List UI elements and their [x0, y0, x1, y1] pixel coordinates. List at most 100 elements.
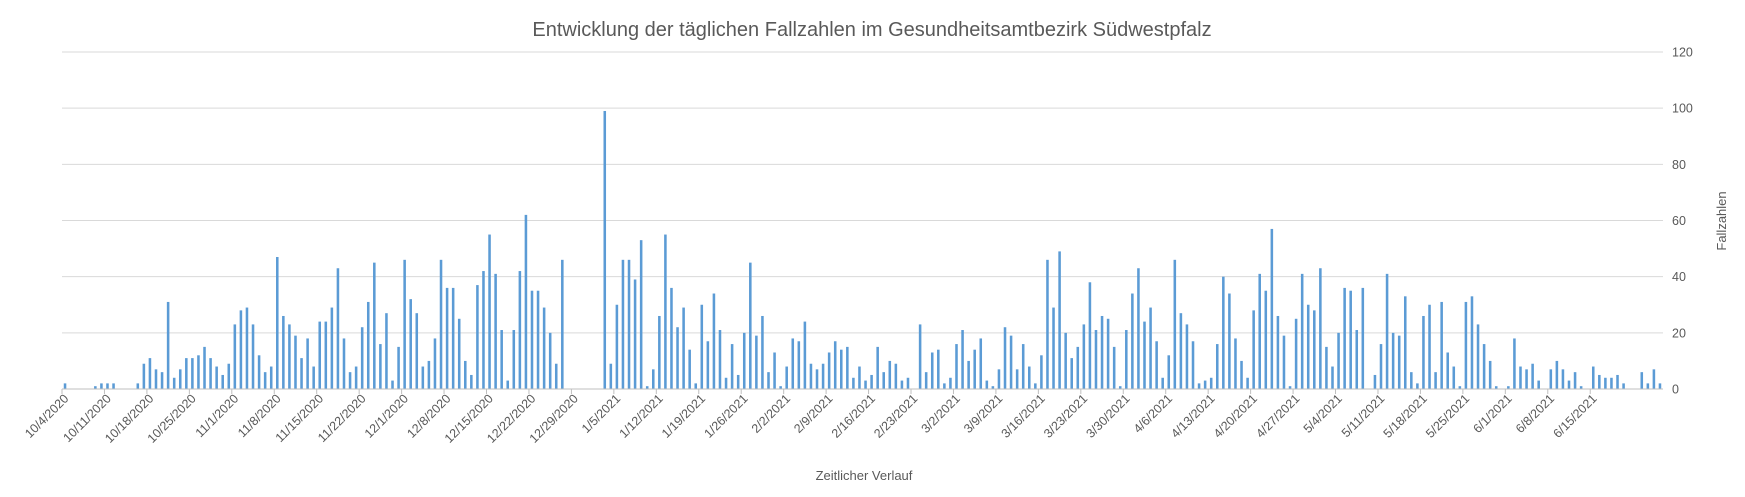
bar	[227, 363, 231, 389]
x-tick-label: 4/13/2021	[1168, 392, 1217, 441]
bar	[1373, 374, 1377, 389]
x-axis-ticks: 10/4/202010/11/202010/18/202010/25/20201…	[22, 389, 1600, 446]
bar	[864, 380, 867, 389]
bar	[1167, 355, 1171, 389]
x-tick-label: 6/15/2021	[1550, 392, 1599, 441]
bar	[1222, 276, 1225, 389]
bar	[1052, 307, 1055, 389]
bar	[979, 338, 983, 389]
bar	[1143, 321, 1146, 389]
bar	[803, 321, 807, 389]
bar	[191, 358, 194, 389]
bar	[888, 360, 892, 389]
bar	[1064, 332, 1067, 389]
bar	[209, 358, 212, 389]
bar	[1640, 372, 1644, 389]
bar	[809, 363, 813, 389]
bar	[797, 341, 801, 389]
bar	[1046, 259, 1049, 389]
bar	[1604, 377, 1607, 389]
bar	[1355, 330, 1359, 389]
bar	[1258, 273, 1261, 389]
bar	[652, 369, 655, 389]
bar	[664, 234, 667, 389]
y-tick-label: 60	[1672, 214, 1686, 228]
bar	[536, 290, 540, 389]
bar	[882, 372, 885, 389]
bar	[1319, 268, 1322, 389]
bar	[1343, 287, 1346, 389]
bar	[94, 386, 97, 389]
y-axis-label: Fallzahlen	[1714, 191, 1729, 250]
bar	[785, 366, 788, 389]
bar	[706, 341, 710, 389]
bar	[1494, 386, 1498, 389]
bar	[1028, 366, 1031, 389]
bar	[1531, 363, 1534, 389]
bar	[1021, 344, 1025, 389]
bar	[749, 262, 752, 390]
bar	[403, 259, 406, 389]
bar	[1155, 341, 1158, 389]
bar	[506, 380, 510, 389]
bar	[773, 352, 776, 389]
bar	[627, 259, 631, 389]
bar	[172, 377, 176, 389]
x-tick-label: 2/23/2021	[871, 392, 920, 441]
bar	[840, 349, 843, 389]
bar	[282, 315, 285, 389]
bar	[1476, 324, 1480, 389]
bar	[821, 363, 825, 389]
bar	[1397, 335, 1401, 389]
bar	[542, 307, 546, 389]
bar	[1264, 290, 1268, 389]
bar	[1349, 290, 1352, 389]
bar	[451, 287, 455, 389]
x-tick-label: 2/2/2021	[749, 392, 793, 436]
bar	[1598, 374, 1601, 389]
bar	[1137, 268, 1140, 389]
y-tick-label: 20	[1672, 326, 1686, 340]
bar	[464, 360, 467, 389]
bar	[1246, 377, 1249, 389]
bar	[470, 374, 473, 389]
bar	[324, 321, 328, 389]
bar	[924, 372, 928, 389]
bar	[221, 374, 224, 389]
bar	[336, 268, 340, 389]
bar	[779, 386, 782, 389]
bar	[827, 352, 831, 389]
bar	[682, 307, 685, 389]
bar	[973, 349, 976, 389]
bar	[1458, 386, 1462, 389]
bar	[318, 321, 322, 389]
bar	[658, 315, 661, 389]
x-tick-label: 5/25/2021	[1423, 392, 1472, 441]
bar	[1555, 360, 1559, 389]
bar	[421, 366, 425, 389]
bar	[1446, 352, 1449, 389]
bar	[1270, 228, 1274, 389]
bar	[1088, 282, 1092, 389]
bar	[1070, 358, 1073, 389]
gridlines	[62, 51, 1663, 334]
bar	[257, 355, 261, 389]
bar	[1215, 344, 1219, 389]
bar	[166, 301, 170, 389]
bar	[694, 383, 698, 389]
bar	[1082, 324, 1086, 389]
bar	[136, 383, 140, 389]
bar	[1591, 366, 1595, 389]
bar	[1313, 310, 1316, 389]
y-axis-ticks: 0 20 40 60 80 100 120	[1672, 46, 1693, 397]
bar	[1616, 374, 1619, 389]
x-tick-label: 6/8/2021	[1513, 392, 1557, 436]
bar	[1106, 318, 1110, 389]
bar	[1537, 380, 1540, 389]
bar	[761, 315, 764, 389]
bar	[961, 330, 964, 389]
bar	[736, 374, 740, 389]
bar	[1294, 318, 1298, 389]
x-tick-label: 4/27/2021	[1253, 392, 1302, 441]
bar	[433, 338, 437, 389]
